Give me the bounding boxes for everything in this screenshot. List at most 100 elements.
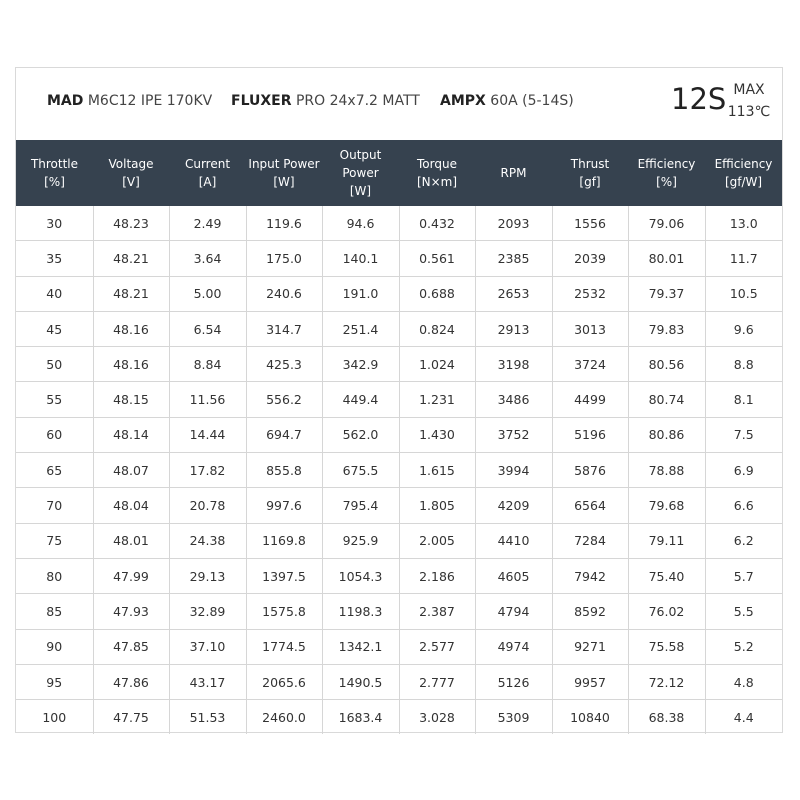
table-cell: 795.4 [321, 487, 400, 524]
column-header: Thrust [gf] [552, 140, 628, 206]
table-cell: 9957 [551, 663, 629, 701]
table-cell: 0.824 [398, 310, 476, 348]
table-cell: 1683.4 [321, 699, 400, 735]
table-cell: 80 [16, 557, 94, 595]
table-cell: 50 [16, 346, 94, 383]
table-cell: 1342.1 [321, 628, 400, 665]
table-cell: 1.231 [398, 381, 476, 418]
table-cell: 3.028 [398, 699, 476, 735]
table-row: 80 47.99 29.13 1397.5 1054.3 2.186 4605 7942 75.… [16, 557, 782, 595]
table-cell: 48.21 [92, 275, 170, 312]
table-cell: 2385 [474, 240, 553, 277]
table-cell: 68.38 [627, 699, 706, 735]
column-header-label: Torque [417, 157, 457, 171]
table-cell: 10.5 [704, 275, 782, 312]
table-cell: 1.430 [398, 416, 476, 454]
table-cell: 4410 [474, 522, 553, 559]
table-cell: 4499 [551, 381, 629, 418]
table-cell: 48.16 [92, 310, 170, 348]
esc-spec: AMPX 60A (5-14S) [440, 93, 574, 109]
table-cell: 8592 [551, 593, 629, 630]
table-cell: 13.0 [704, 206, 782, 242]
column-header-label: Efficiency [714, 157, 773, 171]
column-header: Efficiency [%] [628, 140, 705, 206]
table-cell: 1.615 [398, 452, 476, 489]
table-cell: 48.01 [92, 522, 170, 559]
table-cell: 2.005 [398, 522, 476, 559]
table-cell: 48.15 [92, 381, 170, 418]
table-cell: 3994 [474, 452, 553, 489]
table-cell: 78.88 [627, 452, 706, 489]
table-cell: 0.561 [398, 240, 476, 277]
table-cell: 925.9 [321, 522, 400, 559]
table-cell: 556.2 [245, 381, 323, 418]
table-cell: 79.83 [627, 310, 706, 348]
table-cell: 694.7 [245, 416, 323, 454]
table-cell: 14.44 [168, 416, 247, 454]
table-cell: 7.5 [704, 416, 782, 454]
column-header-unit: [gf] [579, 175, 601, 189]
table-cell: 32.89 [168, 593, 247, 630]
table-cell: 17.82 [168, 452, 247, 489]
table-row: 75 48.01 24.38 1169.8 925.9 2.005 4410 7284 79.1… [16, 522, 782, 559]
table-cell: 251.4 [321, 310, 400, 348]
table-cell: 9.6 [704, 310, 782, 348]
table-cell: 3486 [474, 381, 553, 418]
table-cell: 47.99 [92, 557, 170, 595]
table-cell: 60 [16, 416, 94, 454]
table-cell: 2.387 [398, 593, 476, 630]
table-cell: 1169.8 [245, 522, 323, 559]
table-cell: 240.6 [245, 275, 323, 312]
table-row: 40 48.21 5.00 240.6 191.0 0.688 2653 2532 79.37 1… [16, 275, 782, 312]
table-row: 45 48.16 6.54 314.7 251.4 0.824 2913 3013 79.83 9… [16, 310, 782, 348]
table-cell: 80.86 [627, 416, 706, 454]
table-cell: 3013 [551, 310, 629, 348]
table-cell: 79.06 [627, 206, 706, 242]
column-header: Current [A] [169, 140, 246, 206]
table-cell: 2.777 [398, 663, 476, 701]
propeller-brand: FLUXER [231, 93, 292, 109]
table-cell: 65 [16, 452, 94, 489]
column-header-label: RPM [500, 166, 527, 180]
table-cell: 5.5 [704, 593, 782, 630]
table-cell: 40 [16, 275, 94, 312]
table-cell: 4605 [474, 557, 553, 595]
table-cell: 4974 [474, 628, 553, 665]
table-cell: 47.75 [92, 699, 170, 735]
table-cell: 6.54 [168, 310, 247, 348]
table-cell: 79.11 [627, 522, 706, 559]
table-cell: 48.04 [92, 487, 170, 524]
battery-cells: 12S [671, 82, 727, 116]
table-cell: 6564 [551, 487, 629, 524]
column-header: Torque [N×m] [399, 140, 475, 206]
table-cell: 140.1 [321, 240, 400, 277]
table-cell: 4209 [474, 487, 553, 524]
table-cell: 2532 [551, 275, 629, 312]
column-header-label: Voltage [108, 157, 154, 171]
column-header-unit: [V] [122, 175, 140, 189]
table-row: 70 48.04 20.78 997.6 795.4 1.805 4209 6564 79.68… [16, 487, 782, 524]
table-cell: 9271 [551, 628, 629, 665]
table-cell: 48.16 [92, 346, 170, 383]
motor-brand: MAD [47, 93, 84, 109]
performance-table: Throttle [%] Voltage [V] Current [A] Input Pow… [16, 140, 782, 735]
table-cell: 5.7 [704, 557, 782, 595]
table-cell: 175.0 [245, 240, 323, 277]
column-header-unit: [N×m] [416, 175, 458, 189]
table-cell: 5196 [551, 416, 629, 454]
table-cell: 562.0 [321, 416, 400, 454]
table-cell: 75.58 [627, 628, 706, 665]
table-row: 85 47.93 32.89 1575.8 1198.3 2.387 4794 8592 76.… [16, 593, 782, 630]
table-cell: 3198 [474, 346, 553, 383]
column-header-unit: [%] [44, 175, 65, 189]
table-cell: 1556 [551, 206, 629, 242]
table-cell: 1.024 [398, 346, 476, 383]
table-cell: 342.9 [321, 346, 400, 383]
max-temperature: MAX 113℃ [722, 79, 776, 123]
column-header-label: Thrust [570, 157, 610, 171]
column-header-label: Efficiency [637, 157, 696, 171]
table-row: 90 47.85 37.10 1774.5 1342.1 2.577 4974 9271 75.… [16, 628, 782, 665]
table-cell: 449.4 [321, 381, 400, 418]
max-temp-value: 113℃ [727, 104, 771, 120]
table-cell: 47.86 [92, 663, 170, 701]
